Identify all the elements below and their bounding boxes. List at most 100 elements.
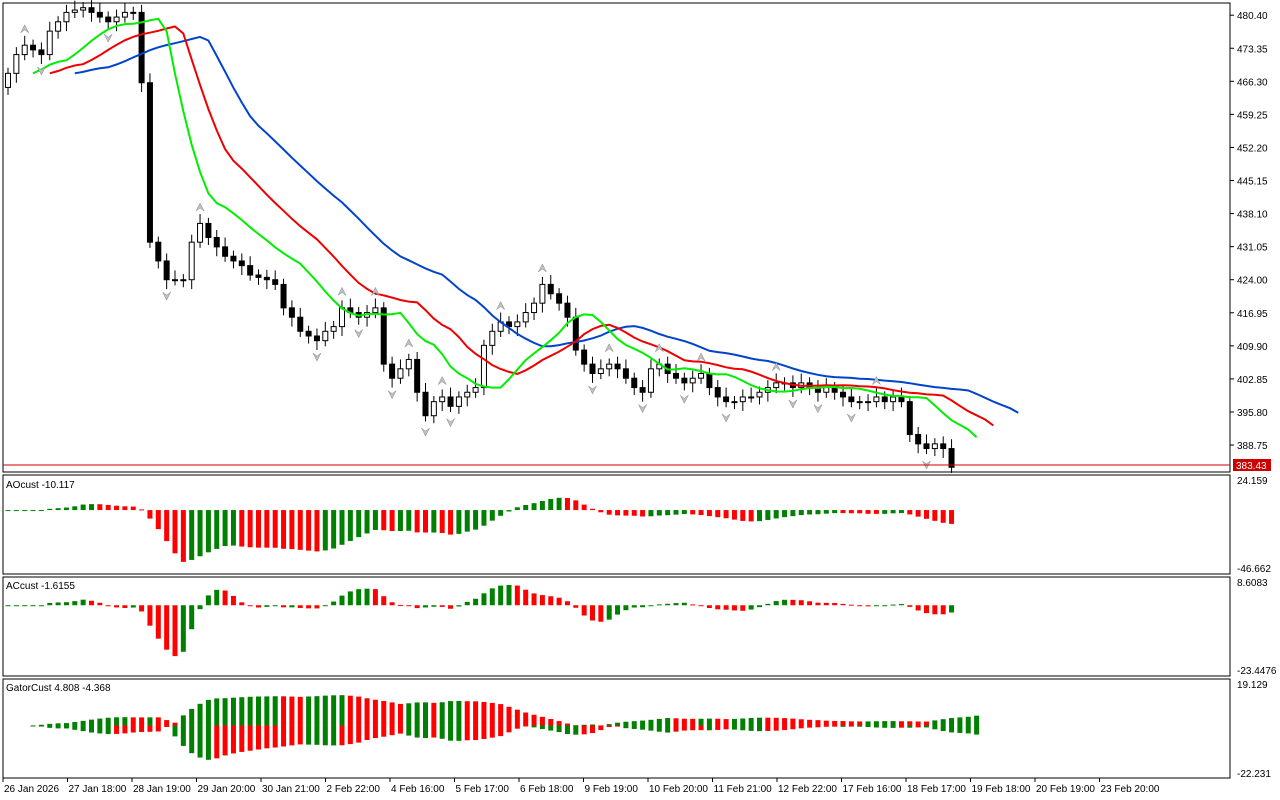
candle-body[interactable] — [222, 246, 229, 257]
candle-body[interactable] — [506, 321, 512, 328]
candle-body[interactable] — [305, 330, 312, 337]
candle-body[interactable] — [55, 21, 62, 32]
candle-body[interactable] — [739, 396, 746, 403]
candle-body[interactable] — [63, 11, 70, 23]
candle-body[interactable] — [614, 363, 621, 370]
candle-body[interactable] — [731, 401, 738, 404]
candle-body[interactable] — [681, 377, 688, 384]
candle-body[interactable] — [230, 255, 237, 262]
candle-body[interactable] — [856, 401, 863, 404]
candle-body[interactable] — [188, 241, 195, 281]
candle-body[interactable] — [840, 391, 846, 398]
candle-body[interactable] — [255, 274, 262, 278]
candle-body[interactable] — [105, 16, 112, 23]
candle-body[interactable] — [564, 302, 571, 318]
candle-body[interactable] — [589, 363, 596, 375]
candle-body[interactable] — [197, 222, 204, 243]
candle-body[interactable] — [572, 316, 579, 351]
candle-body[interactable] — [414, 358, 421, 393]
candle-body[interactable] — [339, 307, 345, 328]
candle-body[interactable] — [606, 363, 613, 370]
candle-body[interactable] — [514, 321, 521, 328]
candle-body[interactable] — [748, 396, 755, 399]
candle-body[interactable] — [180, 279, 187, 282]
candle-body[interactable] — [263, 276, 270, 281]
candle-body[interactable] — [673, 373, 679, 379]
candle-body[interactable] — [698, 373, 705, 379]
candle-body[interactable] — [948, 448, 955, 468]
candle-body[interactable] — [539, 283, 546, 304]
candle-body[interactable] — [322, 330, 329, 342]
candle-body[interactable] — [138, 11, 145, 84]
candle-body[interactable] — [556, 293, 563, 304]
candle-body[interactable] — [923, 443, 930, 450]
candle-body[interactable] — [272, 279, 279, 285]
candle-body[interactable] — [422, 391, 429, 417]
candle-body[interactable] — [831, 387, 838, 393]
candle-body[interactable] — [455, 396, 462, 407]
candle-body[interactable] — [205, 222, 212, 238]
candle-body[interactable] — [489, 330, 496, 346]
candle-body[interactable] — [13, 54, 20, 74]
candle-body[interactable] — [163, 260, 170, 281]
candle-body[interactable] — [96, 11, 103, 18]
candle-body[interactable] — [714, 387, 721, 398]
candle-body[interactable] — [313, 335, 320, 342]
candle-body[interactable] — [464, 391, 471, 398]
candle-body[interactable] — [756, 391, 763, 398]
candle-body[interactable] — [21, 44, 28, 56]
candle-body[interactable] — [848, 396, 855, 403]
candle-body[interactable] — [647, 368, 654, 393]
candle-body[interactable] — [881, 396, 888, 403]
candle-body[interactable] — [597, 368, 604, 375]
candle-body[interactable] — [238, 260, 245, 267]
candle-body[interactable] — [280, 283, 287, 309]
candle-body[interactable] — [330, 326, 337, 332]
candle-body[interactable] — [80, 7, 87, 11]
candle-body[interactable] — [447, 396, 454, 407]
candle-body[interactable] — [130, 11, 137, 14]
candle-body[interactable] — [522, 312, 529, 323]
candle-body[interactable] — [172, 279, 178, 282]
candle-body[interactable] — [873, 396, 880, 403]
candle-body[interactable] — [213, 237, 220, 248]
candle-body[interactable] — [689, 377, 696, 384]
candle-body[interactable] — [247, 265, 254, 276]
candle-body[interactable] — [706, 373, 713, 389]
candle-body[interactable] — [480, 344, 487, 389]
candle-body[interactable] — [773, 382, 780, 389]
candle-body[interactable] — [88, 7, 95, 13]
candle-body[interactable] — [297, 316, 304, 332]
candle-body[interactable] — [155, 241, 162, 262]
candle-body[interactable] — [472, 387, 479, 393]
candle-body[interactable] — [38, 49, 45, 56]
candle-body[interactable] — [940, 443, 947, 450]
candle-body[interactable] — [372, 307, 379, 314]
candle-body[interactable] — [622, 368, 629, 379]
candle-body[interactable] — [581, 349, 588, 365]
candle-body[interactable] — [430, 401, 437, 417]
candle-body[interactable] — [46, 30, 53, 56]
candle-body[interactable] — [113, 16, 120, 23]
candle-body[interactable] — [898, 396, 905, 403]
price-candles[interactable] — [5, 0, 955, 473]
candle-body[interactable] — [639, 387, 646, 393]
candle-body[interactable] — [823, 387, 830, 393]
candle-body[interactable] — [380, 307, 387, 365]
candle-body[interactable] — [631, 377, 638, 389]
candle-body[interactable] — [915, 433, 922, 445]
candle-body[interactable] — [146, 82, 153, 243]
candle-body[interactable] — [397, 368, 404, 379]
candle-body[interactable] — [71, 9, 78, 13]
candle-body[interactable] — [890, 396, 897, 403]
candle-body[interactable] — [931, 443, 938, 450]
candle-body[interactable] — [439, 396, 446, 403]
candle-body[interactable] — [5, 72, 11, 88]
candle-body[interactable] — [405, 358, 412, 370]
candle-body[interactable] — [531, 302, 538, 314]
candle-body[interactable] — [906, 401, 913, 435]
candle-body[interactable] — [865, 401, 872, 404]
candle-body[interactable] — [389, 363, 396, 379]
